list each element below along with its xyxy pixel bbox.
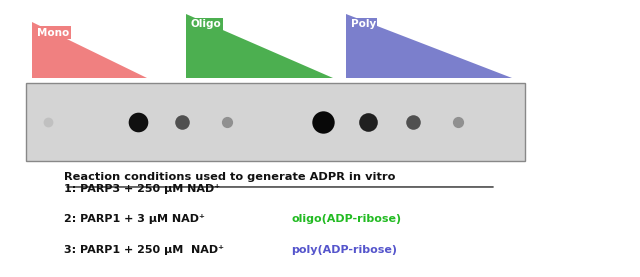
Point	[132, 120, 143, 124]
Polygon shape	[346, 14, 512, 78]
Polygon shape	[186, 14, 333, 78]
Text: oligo(ADP-ribose): oligo(ADP-ribose)	[291, 214, 401, 224]
Text: 3: PARP1 + 250 μM  NAD⁺: 3: PARP1 + 250 μM NAD⁺	[64, 245, 224, 255]
Point	[363, 120, 373, 124]
Point	[408, 120, 418, 124]
Point	[43, 120, 53, 124]
Text: 1: PARP3 + 250 μM NAD⁺: 1: PARP3 + 250 μM NAD⁺	[64, 184, 220, 194]
FancyBboxPatch shape	[26, 83, 525, 161]
Point	[452, 120, 463, 124]
Point	[222, 120, 232, 124]
Text: Mono: Mono	[37, 28, 69, 38]
Text: Reaction conditions used to generate ADPR in vitro: Reaction conditions used to generate ADP…	[64, 172, 396, 182]
Text: 2: PARP1 + 3 μM NAD⁺: 2: PARP1 + 3 μM NAD⁺	[64, 214, 205, 224]
Point	[318, 120, 328, 124]
Point	[177, 120, 188, 124]
Text: poly(ADP-ribose): poly(ADP-ribose)	[291, 245, 397, 255]
Polygon shape	[32, 22, 147, 78]
Text: Oligo: Oligo	[191, 19, 221, 29]
Text: Poly: Poly	[351, 19, 376, 29]
